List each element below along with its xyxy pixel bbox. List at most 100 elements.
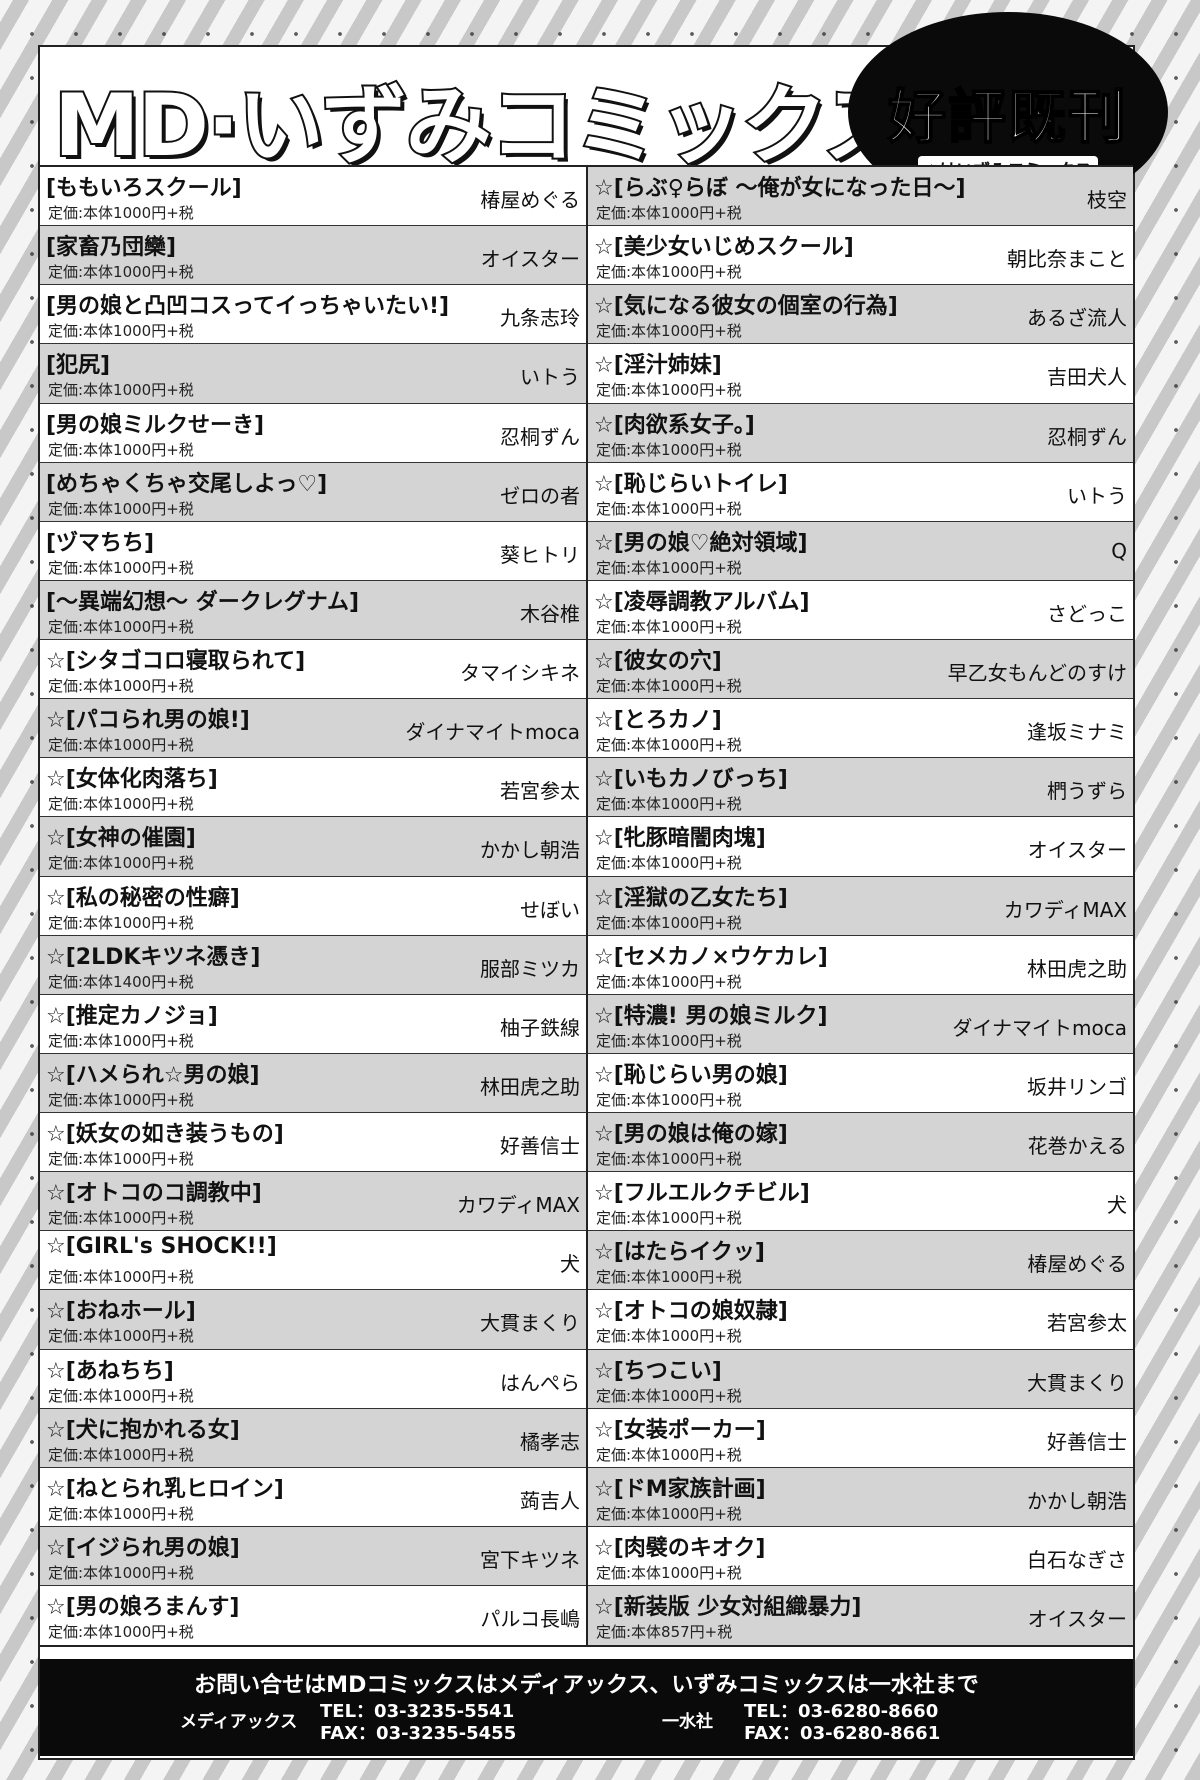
mediax-fax: FAX：03-3235-5455 bbox=[320, 1723, 517, 1744]
book-title: [めちゃくちゃ交尾しよっ♡] bbox=[46, 471, 328, 497]
book-row: ☆[ねとられ乳ヒロイン] 定価:本体1000円+税 蒟吉人 bbox=[40, 1467, 586, 1527]
book-price: 定価:本体1000円+税 bbox=[48, 1150, 194, 1168]
book-author: 忍桐ずん bbox=[1047, 424, 1127, 449]
book-title: ☆[彼女の穴] bbox=[594, 649, 722, 674]
book-title: ☆[女神の催園] bbox=[46, 826, 196, 852]
ichisuisha-tel: TEL：03-6280-8660 bbox=[744, 1701, 939, 1722]
book-row: ☆[あねちち] 定価:本体1000円+税 はんぺら bbox=[40, 1349, 586, 1409]
book-author: 朝比奈まこと bbox=[1007, 247, 1127, 272]
book-author: ダイナマイトmoca bbox=[405, 720, 580, 745]
book-price: 定価:本体1000円+税 bbox=[596, 795, 742, 814]
book-row: ☆[恥じらい男の娘] 定価:本体1000円+税 坂井リンゴ bbox=[588, 1053, 1133, 1113]
book-row: [犯尻] 定価:本体1000円+税 いトう bbox=[40, 344, 586, 404]
book-price: 定価:本体1000円+税 bbox=[596, 1090, 742, 1109]
book-title: ☆[恥じらい男の娘] bbox=[594, 1062, 788, 1088]
book-row: ☆[肉襞のキオク] 定価:本体1000円+税 白石なぎさ bbox=[588, 1526, 1133, 1586]
book-row: [めちゃくちゃ交尾しよっ♡] 定価:本体1000円+税 ゼロの者 bbox=[40, 462, 586, 522]
book-price: 定価:本体1000円+税 bbox=[596, 1327, 742, 1346]
book-author: 林田虎之助 bbox=[480, 1074, 580, 1099]
book-title: [ももいろスクール] bbox=[46, 176, 242, 201]
book-title: ☆[肉欲系女子。] bbox=[594, 412, 755, 438]
book-row: ☆[美少女いじめスクール] 定価:本体1000円+税 朝比奈まこと bbox=[588, 226, 1133, 286]
book-row: ☆[らぶ♀らぼ 〜俺が女になった日〜] 定価:本体1000円+税 枝空 bbox=[588, 167, 1133, 227]
book-price: 定価:本体1000円+税 bbox=[48, 1209, 194, 1228]
book-author: ダイナマイトmoca bbox=[952, 1015, 1127, 1040]
book-author: パルコ長嶋 bbox=[480, 1607, 580, 1631]
book-price: 定価:本体1000円+税 bbox=[596, 440, 742, 459]
book-title: ☆[女装ポーカー] bbox=[594, 1417, 766, 1443]
book-title: ☆[肉襞のキオク] bbox=[594, 1535, 766, 1561]
book-price: 定価:本体1000円+税 bbox=[48, 1268, 194, 1287]
book-row: ☆[女神の催園] 定価:本体1000円+税 かかし朝浩 bbox=[40, 817, 586, 877]
book-author: 逢坂ミナミ bbox=[1027, 720, 1127, 745]
book-row: [ももいろスクール] 定価:本体1000円+税 椿屋めぐる bbox=[40, 167, 586, 227]
book-row: ☆[凌辱調教アルバム] 定価:本体1000円+税 さどっこ bbox=[588, 580, 1133, 640]
book-price: 定価:本体1000円+税 bbox=[596, 1031, 742, 1050]
book-price: 定価:本体1000円+税 bbox=[48, 1445, 194, 1464]
book-price: 定価:本体1000円+税 bbox=[48, 1031, 194, 1050]
book-title: [家畜乃団欒] bbox=[46, 235, 177, 261]
book-row: [〜異端幻想〜 ダークレグナム] 定価:本体1000円+税 木谷椎 bbox=[40, 580, 586, 640]
book-price: 定価:本体1000円+税 bbox=[48, 736, 194, 755]
book-row: ☆[男の娘ろまんす] 定価:本体1000円+税 パルコ長嶋 bbox=[40, 1586, 586, 1646]
book-row: [男の娘ミルクせーき] 定価:本体1000円+税 忍桐ずん bbox=[40, 403, 586, 463]
book-author: 大貫まくり bbox=[1027, 1370, 1127, 1395]
book-author: 犬 bbox=[560, 1252, 580, 1277]
book-price: 定価:本体1400円+税 bbox=[48, 972, 194, 991]
book-row: ☆[ちつこい] 定価:本体1000円+税 大貫まくり bbox=[588, 1349, 1133, 1409]
book-title: ☆[あねちち] bbox=[46, 1358, 174, 1384]
book-price: 定価:本体1000円+税 bbox=[596, 1150, 742, 1168]
book-row: [男の娘と凸凹コスってイっちゃいたい!] 定価:本体1000円+税 九条志玲 bbox=[40, 285, 586, 345]
book-author: 好善信士 bbox=[1047, 1429, 1127, 1454]
book-row: ☆[恥じらいトイレ] 定価:本体1000円+税 いトう bbox=[588, 462, 1133, 522]
book-author: 橘孝志 bbox=[520, 1429, 580, 1454]
book-author: かかし朝浩 bbox=[480, 838, 580, 863]
book-title: ☆[犬に抱かれる女] bbox=[46, 1417, 240, 1443]
book-author: 花巻かえる bbox=[1027, 1134, 1127, 1158]
book-title: ☆[男の娘は俺の嫁] bbox=[594, 1122, 788, 1147]
book-author: 早乙女もんどのすけ bbox=[947, 661, 1127, 685]
book-row: ☆[はたらイクッ] 定価:本体1000円+税 椿屋めぐる bbox=[588, 1231, 1133, 1291]
book-price: 定価:本体1000円+税 bbox=[596, 1504, 742, 1523]
book-price: 定価:本体1000円+税 bbox=[596, 1386, 742, 1405]
book-price: 定価:本体1000円+税 bbox=[48, 1563, 194, 1582]
book-title: ☆[美少女いじめスクール] bbox=[594, 235, 854, 261]
book-title: ☆[ドM家族計画] bbox=[594, 1476, 766, 1502]
book-title: ☆[GIRL's SHOCK!!] bbox=[46, 1234, 277, 1260]
book-author: 柚子鉄線 bbox=[500, 1015, 580, 1040]
book-row: ☆[新装版 少女対組織暴力] 定価:本体857円+税 オイスター bbox=[588, 1586, 1133, 1646]
book-author: オイスター bbox=[1027, 1607, 1127, 1631]
book-price: 定価:本体1000円+税 bbox=[596, 913, 742, 932]
book-title: [男の娘と凸凹コスってイっちゃいたい!] bbox=[46, 294, 450, 320]
book-price: 定価:本体1000円+税 bbox=[48, 1090, 194, 1109]
book-author: 好善信士 bbox=[500, 1134, 580, 1158]
book-title: ☆[男の娘ろまんす] bbox=[46, 1595, 240, 1620]
book-row: ☆[犬に抱かれる女] 定価:本体1000円+税 橘孝志 bbox=[40, 1408, 586, 1468]
book-author: 椚うずら bbox=[1047, 779, 1127, 804]
book-author: カワディMAX bbox=[1003, 897, 1127, 922]
book-price: 定価:本体1000円+税 bbox=[48, 381, 194, 400]
book-title: ☆[フルエルクチビル] bbox=[594, 1181, 810, 1207]
book-author: オイスター bbox=[480, 247, 580, 272]
book-table: [ももいろスクール] 定価:本体1000円+税 椿屋めぐる [家畜乃団欒] 定価:本体1… bbox=[40, 165, 1133, 1647]
book-title: ☆[オトコの娘奴隷] bbox=[594, 1299, 788, 1325]
book-author: タマイシキネ bbox=[460, 661, 580, 685]
book-title: ☆[いもカノびっち] bbox=[594, 767, 788, 793]
book-author: 服部ミツカ bbox=[480, 956, 580, 981]
book-author: Q bbox=[1111, 538, 1127, 563]
book-author: 吉田犬人 bbox=[1047, 365, 1127, 390]
book-title: ☆[イジられ男の娘] bbox=[46, 1535, 240, 1561]
book-price: 定価:本体1000円+税 bbox=[48, 322, 194, 341]
book-author: 葵ヒトリ bbox=[500, 542, 580, 567]
book-title: ☆[2LDKキツネ憑き] bbox=[46, 944, 261, 970]
book-title: ☆[らぶ♀らぼ 〜俺が女になった日〜] bbox=[594, 176, 966, 201]
book-row: ☆[男の娘♡絶対領域] 定価:本体1000円+税 Q bbox=[588, 521, 1133, 581]
book-title: ☆[シタゴコロ寝取られて] bbox=[46, 649, 306, 674]
company-mediax: メディアックス bbox=[180, 1712, 298, 1732]
book-author: 椿屋めぐる bbox=[1027, 1252, 1127, 1277]
book-price: 定価:本体1000円+税 bbox=[596, 322, 742, 341]
book-row: ☆[女装ポーカー] 定価:本体1000円+税 好善信士 bbox=[588, 1408, 1133, 1468]
book-author: 木谷椎 bbox=[520, 601, 580, 626]
book-author: 大貫まくり bbox=[480, 1311, 580, 1336]
book-row: ☆[シタゴコロ寝取られて] 定価:本体1000円+税 タマイシキネ bbox=[40, 640, 586, 700]
